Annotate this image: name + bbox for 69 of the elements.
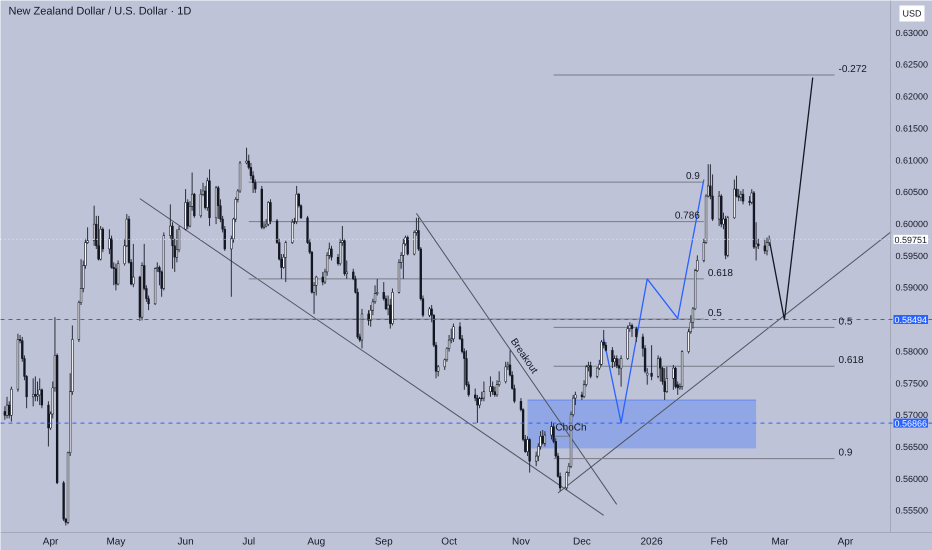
candlestick [291, 218, 294, 244]
candlestick [322, 271, 324, 286]
annotation: 0.9 [686, 171, 700, 182]
candlestick [132, 243, 135, 288]
y-tick-label: 0.59500 [896, 250, 928, 261]
candlestick [406, 235, 409, 256]
y-tick-label: 0.57500 [896, 378, 928, 388]
x-tick-label: Oct [441, 536, 458, 548]
candlestick [650, 344, 653, 381]
y-tick-label: 0.55500 [896, 506, 928, 516]
y-tick-label: 0.57000 [896, 410, 928, 420]
candlestick [764, 238, 766, 255]
candlestick [620, 354, 622, 388]
candlestick [284, 240, 287, 283]
x-tick-label: Nov [512, 536, 530, 548]
x-tick-label: Jun [178, 536, 194, 548]
annotation: 0.9 [838, 448, 853, 459]
candlestick [528, 438, 531, 474]
candlestick [402, 238, 405, 280]
x-tick-label: Mar [771, 536, 790, 548]
candlestick [635, 326, 638, 342]
x-tick-label: Jul [242, 536, 256, 548]
candlestick [217, 185, 220, 220]
candlestick [542, 429, 544, 446]
chart-title: New Zealand Dollar / U.S. Dollar · 1D [8, 6, 192, 18]
ref-line-label: 0.58494 [894, 314, 928, 325]
candlestick [482, 381, 486, 402]
candlestick [672, 364, 675, 390]
y-tick-label: 0.63000 [896, 28, 928, 38]
candlestick [589, 361, 592, 379]
candlestick [452, 323, 455, 342]
annotation: 0.618 [708, 268, 734, 279]
y-tick-label: 0.60500 [896, 187, 928, 198]
ref-line-label: 0.59751 [894, 234, 928, 245]
x-tick-label: May [106, 536, 126, 548]
candlestick [504, 361, 507, 384]
candlestick [740, 190, 742, 202]
x-tick-label: Apr [42, 536, 60, 548]
candlestick [267, 200, 270, 227]
y-tick-label: 0.60000 [896, 218, 928, 229]
candlestick [550, 421, 553, 440]
x-tick-label: Dec [573, 536, 591, 548]
candlestick [47, 400, 50, 447]
candlestick [659, 356, 662, 382]
y-tick-label: 0.56000 [896, 474, 928, 484]
y-tick-label: 0.62500 [896, 60, 928, 70]
ref-line-label: 0.56866 [894, 418, 928, 429]
candlestick [114, 263, 118, 291]
y-tick-label: 0.58000 [896, 346, 928, 356]
x-tick-label: Sep [374, 536, 394, 548]
y-tick-label: 0.56500 [896, 442, 928, 452]
annotation: -0.272 [838, 64, 868, 76]
y-axis-title: USD [902, 8, 922, 18]
x-tick-label: 2026 [640, 536, 664, 548]
candlestick [611, 346, 614, 369]
candlestick [663, 368, 666, 400]
candlestick [630, 323, 634, 338]
annotation: 0.5 [708, 308, 722, 320]
annotation: 0.5 [838, 316, 853, 328]
y-tick-label: 0.59000 [896, 282, 928, 293]
annotation: 0.618 [838, 355, 864, 366]
candlestick [544, 430, 546, 447]
y-tick-label: 0.61500 [896, 123, 928, 134]
x-tick-label: Feb [710, 536, 728, 548]
y-tick-label: 0.61000 [896, 155, 928, 166]
y-tick-label: 0.62000 [896, 92, 928, 102]
x-tick-label: Apr [838, 536, 854, 548]
x-tick-label: Aug [307, 536, 326, 548]
candlestick [656, 354, 660, 379]
